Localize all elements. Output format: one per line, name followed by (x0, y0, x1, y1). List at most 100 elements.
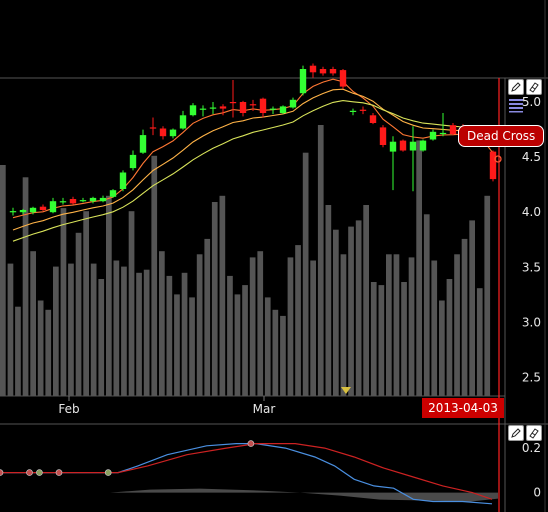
volume-bar (249, 257, 256, 396)
candle (429, 129, 437, 141)
volume-bar (75, 232, 82, 396)
volume-bar (325, 205, 332, 396)
price-y-axis: 2.5 3.0 3.5 4.0 4.5 5.0 (522, 95, 541, 385)
volume-bar (128, 211, 135, 396)
volume-bar (401, 282, 407, 396)
volume-bar (378, 285, 385, 396)
volume-bar (363, 205, 369, 396)
volume-bar (431, 260, 438, 396)
volume-bar (166, 275, 173, 396)
x-axis: Feb Mar (58, 396, 275, 416)
eraser-icon[interactable] (526, 79, 542, 95)
y-tick-label: 4.5 (522, 150, 541, 164)
volume-bar (189, 297, 195, 396)
indicator-line-slow (0, 443, 493, 500)
indicator-histogram (110, 488, 498, 502)
volume-bar (151, 155, 158, 396)
ma-line-ma-mid (12, 88, 494, 231)
candle (289, 97, 297, 109)
cross-marker (0, 469, 4, 476)
candle (259, 97, 267, 118)
volume-bar (446, 279, 453, 396)
candle (139, 129, 147, 154)
candle (9, 207, 17, 216)
candle (349, 108, 357, 116)
volume-bar (386, 254, 392, 396)
indicator-eraser-icon[interactable] (526, 425, 542, 441)
candle (329, 66, 337, 76)
volume-bar (219, 195, 226, 396)
candle (339, 68, 347, 89)
volume-bar (484, 195, 491, 396)
candle (239, 100, 247, 117)
indicator-y-tick-label: 0 (533, 486, 541, 500)
pencil-icon[interactable] (508, 79, 524, 95)
dead-cross-label[interactable]: Dead Cross (458, 125, 545, 147)
volume-bar (310, 260, 316, 396)
candlesticks (9, 63, 497, 216)
candle (219, 104, 227, 116)
candle (179, 110, 187, 130)
candle (119, 170, 127, 192)
candle (189, 103, 197, 117)
indicator-pencil-icon[interactable] (508, 425, 524, 441)
volume-bar (90, 263, 97, 396)
candle (379, 125, 387, 148)
candle (109, 189, 117, 198)
candle (369, 113, 377, 125)
volume-bar (476, 288, 483, 396)
y-tick-label: 3.5 (522, 260, 541, 274)
volume-bar (227, 275, 233, 396)
candle (399, 139, 407, 152)
indicator-markers (0, 440, 255, 476)
volume-bar (234, 294, 241, 396)
volume-bar (340, 254, 347, 396)
candle (439, 113, 447, 137)
volume-bar (181, 272, 188, 396)
volume-bar (242, 285, 248, 396)
y-tick-label: 4.0 (522, 205, 541, 219)
volume-bar (333, 229, 339, 396)
volume-bar (302, 152, 309, 396)
candle (319, 66, 327, 76)
volume-bar (143, 269, 150, 396)
cross-marker (36, 469, 43, 476)
candle (249, 99, 257, 111)
candle (359, 106, 367, 115)
candle (209, 102, 217, 115)
volume-bar (280, 315, 286, 396)
candle (29, 206, 37, 215)
y-tick-label: 3.0 (522, 315, 541, 329)
volume-bar (0, 165, 6, 396)
volume-bar (7, 263, 14, 396)
volume-bar (204, 238, 211, 396)
candle (449, 122, 457, 136)
volume-bar (83, 211, 89, 396)
volume-bar (370, 282, 377, 396)
cross-marker (247, 440, 255, 447)
indicator-histogram-area (110, 488, 498, 502)
volume-bar (408, 257, 415, 396)
volume-bar (257, 251, 264, 396)
volume-bar (393, 254, 400, 396)
candle (299, 65, 307, 96)
volume-bar (136, 272, 142, 396)
candle (99, 195, 107, 203)
y-tick-label: 5.0 (522, 95, 541, 109)
volume-bar (106, 195, 112, 396)
volume-bar (287, 257, 294, 396)
event-marker-icon[interactable] (341, 387, 351, 394)
volume-bar (53, 266, 59, 396)
menu-icon[interactable] (508, 97, 524, 113)
volume-bar (22, 177, 29, 396)
volume-bar (15, 306, 21, 396)
cross-marker (26, 469, 33, 476)
indicator-lines (0, 443, 493, 505)
y-tick-label: 2.5 (522, 371, 541, 385)
volume-bar (211, 202, 218, 396)
candle (129, 150, 137, 171)
volume-bar (264, 297, 271, 396)
volume-bar (272, 309, 279, 396)
volume-bar (121, 266, 127, 396)
